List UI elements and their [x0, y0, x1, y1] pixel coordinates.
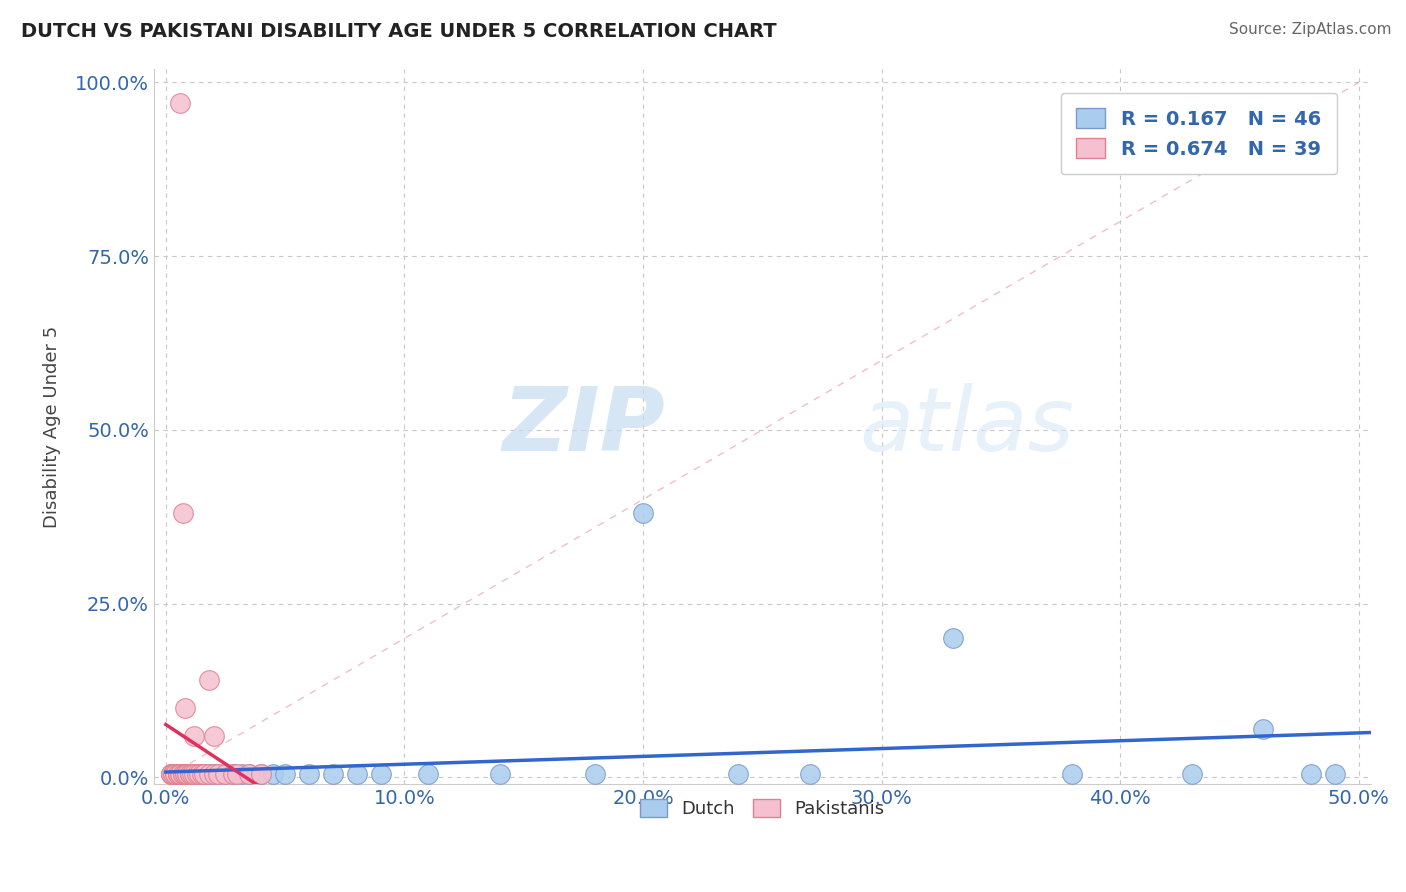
Point [202, 729, 225, 743]
Point [202, 767, 225, 781]
Point [193, 767, 215, 781]
Point [727, 767, 749, 781]
Point [226, 767, 249, 781]
Point [172, 767, 194, 781]
Point [179, 767, 201, 781]
Point [250, 767, 273, 781]
Point [179, 767, 201, 781]
Point [176, 767, 198, 781]
Point [418, 767, 440, 781]
Point [172, 507, 194, 521]
Point [162, 767, 184, 781]
Point [181, 767, 204, 781]
Point [159, 767, 181, 781]
Point [165, 767, 187, 781]
Point [173, 767, 195, 781]
Point [346, 767, 368, 781]
Point [165, 767, 187, 781]
Point [188, 767, 211, 781]
Point [169, 96, 191, 111]
Point [162, 767, 184, 781]
Point [193, 767, 215, 781]
Point [489, 767, 512, 781]
Point [190, 767, 212, 781]
Point [173, 701, 195, 715]
Point [1181, 767, 1204, 781]
Point [1062, 767, 1084, 781]
Point [179, 767, 201, 781]
Point [159, 767, 181, 781]
Point [207, 767, 229, 781]
Point [250, 767, 273, 781]
Point [202, 767, 225, 781]
Point [370, 767, 392, 781]
Point [1253, 722, 1275, 736]
Point [176, 767, 198, 781]
Point [172, 767, 194, 781]
Point [165, 767, 187, 781]
Point [183, 729, 205, 743]
Point [221, 767, 243, 781]
Text: atlas: atlas [859, 384, 1074, 469]
Point [166, 767, 188, 781]
Point [162, 767, 184, 781]
Point [169, 767, 191, 781]
Point [238, 767, 260, 781]
Point [262, 767, 284, 781]
Point [322, 767, 344, 781]
Point [183, 767, 205, 781]
Point [214, 767, 236, 781]
Point [176, 767, 198, 781]
Point [159, 767, 181, 781]
Point [169, 767, 191, 781]
Point [188, 767, 211, 781]
Point [942, 632, 965, 646]
Text: Source: ZipAtlas.com: Source: ZipAtlas.com [1229, 22, 1392, 37]
Point [631, 507, 654, 521]
Point [181, 767, 204, 781]
Point [197, 673, 219, 688]
Point [169, 767, 191, 781]
Point [1299, 767, 1322, 781]
Point [197, 767, 219, 781]
Point [238, 767, 260, 781]
Point [197, 767, 219, 781]
Point [183, 767, 205, 781]
Point [179, 767, 201, 781]
Point [173, 767, 195, 781]
Point [274, 767, 297, 781]
Point [799, 767, 821, 781]
Point [172, 767, 194, 781]
Text: DUTCH VS PAKISTANI DISABILITY AGE UNDER 5 CORRELATION CHART: DUTCH VS PAKISTANI DISABILITY AGE UNDER … [21, 22, 776, 41]
Point [190, 767, 212, 781]
Point [207, 767, 229, 781]
Text: ZIP: ZIP [502, 383, 665, 470]
Point [166, 767, 188, 781]
Legend: Dutch, Pakistanis: Dutch, Pakistanis [633, 792, 891, 825]
Point [165, 767, 187, 781]
Point [221, 767, 243, 781]
Point [169, 767, 191, 781]
Point [1323, 767, 1346, 781]
Point [214, 767, 236, 781]
Point [186, 767, 208, 781]
Point [173, 767, 195, 781]
Point [231, 767, 253, 781]
Y-axis label: Disability Age Under 5: Disability Age Under 5 [44, 326, 60, 527]
Point [583, 767, 606, 781]
Point [166, 767, 188, 781]
Point [186, 767, 208, 781]
Point [162, 767, 184, 781]
Point [166, 767, 188, 781]
Point [298, 767, 321, 781]
Point [172, 767, 194, 781]
